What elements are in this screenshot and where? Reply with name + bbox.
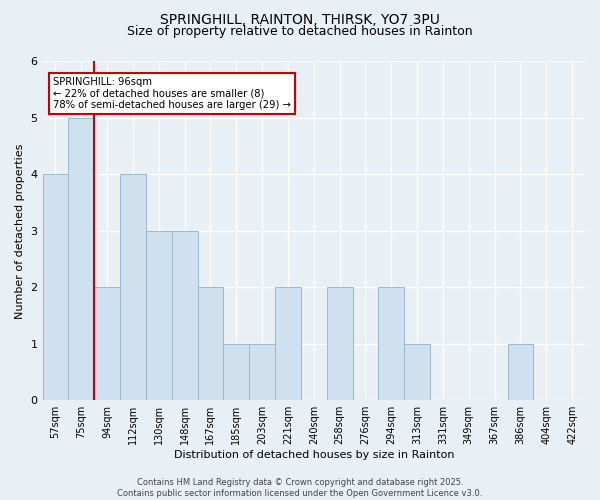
Bar — [172, 231, 197, 400]
Text: Contains HM Land Registry data © Crown copyright and database right 2025.
Contai: Contains HM Land Registry data © Crown c… — [118, 478, 482, 498]
Bar — [223, 344, 249, 400]
Bar — [43, 174, 68, 400]
Bar — [404, 344, 430, 400]
Bar — [94, 288, 120, 400]
Bar — [379, 288, 404, 400]
Bar — [326, 288, 353, 400]
Text: Size of property relative to detached houses in Rainton: Size of property relative to detached ho… — [127, 25, 473, 38]
Bar — [197, 288, 223, 400]
Text: SPRINGHILL, RAINTON, THIRSK, YO7 3PU: SPRINGHILL, RAINTON, THIRSK, YO7 3PU — [160, 12, 440, 26]
X-axis label: Distribution of detached houses by size in Rainton: Distribution of detached houses by size … — [173, 450, 454, 460]
Bar — [68, 118, 94, 400]
Bar — [120, 174, 146, 400]
Bar — [508, 344, 533, 400]
Bar — [249, 344, 275, 400]
Text: SPRINGHILL: 96sqm
← 22% of detached houses are smaller (8)
78% of semi-detached : SPRINGHILL: 96sqm ← 22% of detached hous… — [53, 76, 291, 110]
Bar — [146, 231, 172, 400]
Y-axis label: Number of detached properties: Number of detached properties — [15, 143, 25, 318]
Bar — [275, 288, 301, 400]
